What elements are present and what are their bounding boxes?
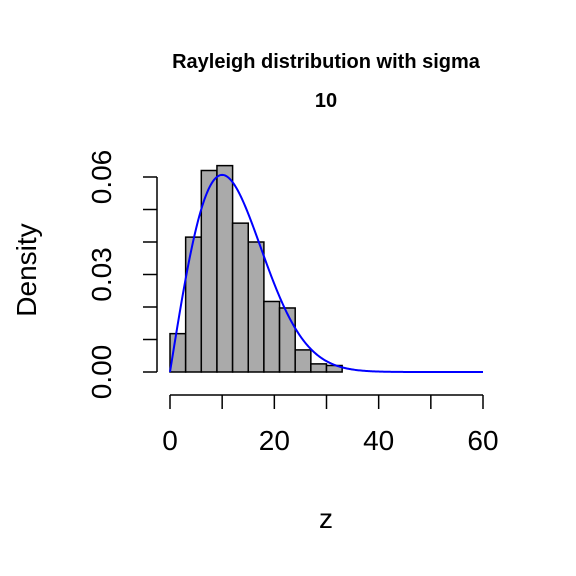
histogram-bar-6 xyxy=(263,300,281,373)
x-axis-label: z xyxy=(319,503,333,534)
chart-title-line-1: Rayleigh distribution with sigma xyxy=(172,51,481,73)
x-axis: 0 20 40 60 xyxy=(162,394,499,456)
rayleigh-density-curve xyxy=(169,173,483,373)
histogram-bar-5 xyxy=(247,241,265,373)
y-tick-label: 0.06 xyxy=(86,150,117,205)
histogram-bar-1 xyxy=(184,236,203,373)
y-axis-label: Density xyxy=(11,223,42,316)
histogram-bar-7 xyxy=(278,307,296,373)
x-tick-label: 0 xyxy=(162,425,178,456)
y-tick-label: 0.00 xyxy=(86,345,117,400)
histogram-bar-3 xyxy=(216,164,234,373)
histogram-bars xyxy=(169,164,343,373)
y-axis: 0.00 0.03 0.06 xyxy=(86,150,158,400)
histogram-bar-8 xyxy=(294,349,312,373)
histogram-bar-4 xyxy=(231,222,250,373)
x-tick-label: 60 xyxy=(467,425,498,456)
histogram-bar-9 xyxy=(310,363,328,373)
chart-title-line-2: 10 xyxy=(315,90,337,112)
x-tick-label: 40 xyxy=(363,425,394,456)
x-tick-label: 20 xyxy=(259,425,290,456)
y-tick-label: 0.03 xyxy=(86,247,117,302)
